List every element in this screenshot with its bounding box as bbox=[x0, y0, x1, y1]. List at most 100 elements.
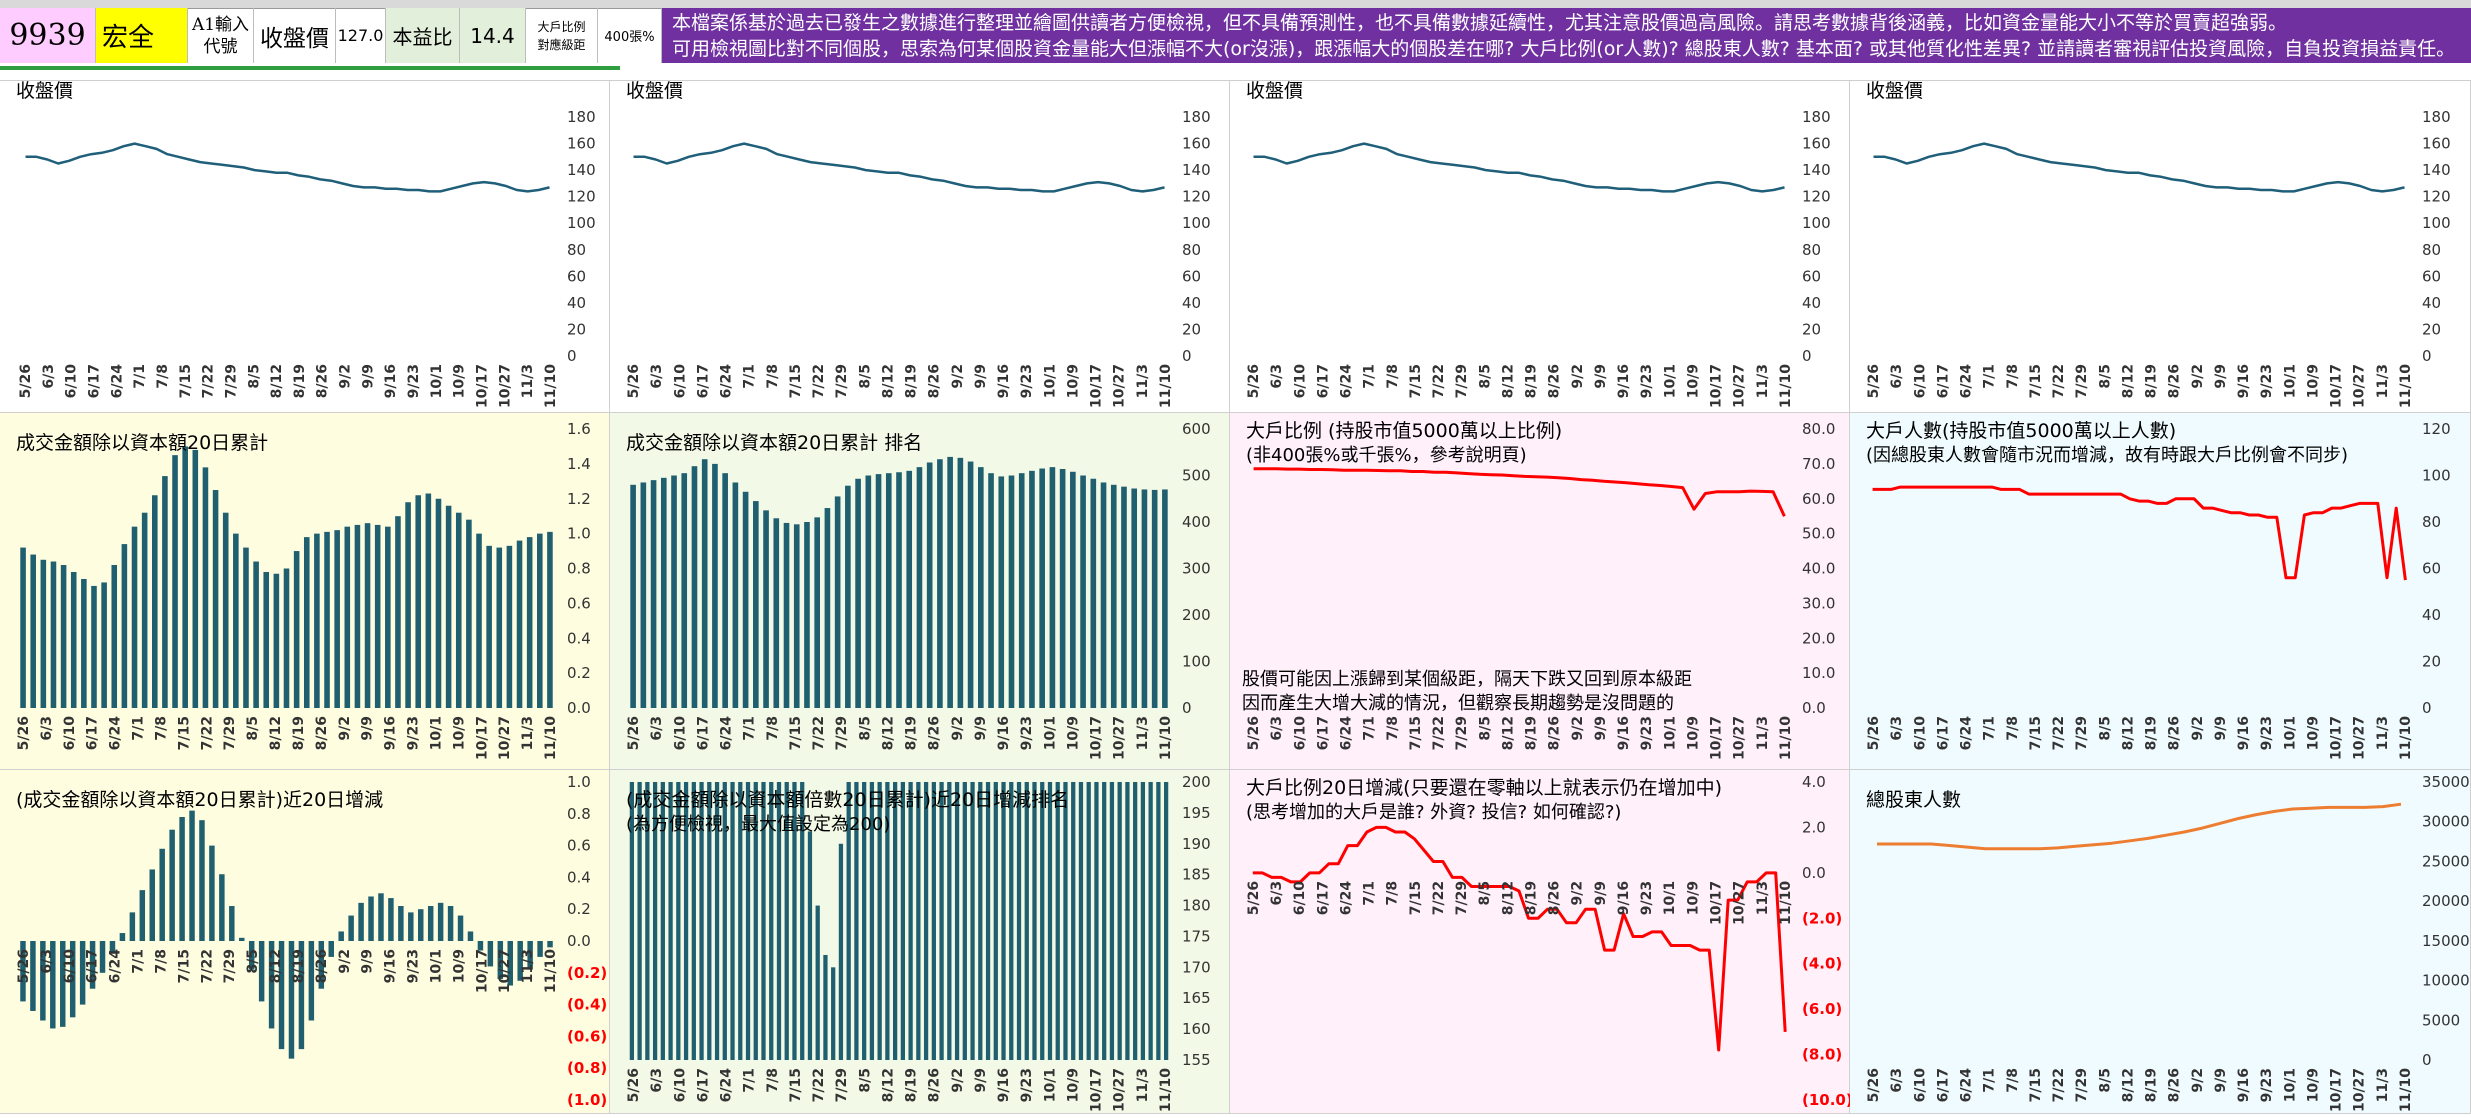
y-tick-label: 80.0 bbox=[1802, 420, 1835, 438]
bar bbox=[182, 446, 188, 708]
y-tick-label: 30000 bbox=[2422, 813, 2470, 831]
x-tick-label: 5/26 bbox=[626, 1068, 642, 1102]
bar bbox=[676, 782, 681, 1060]
bar bbox=[1039, 468, 1045, 708]
x-tick-label: 7/1 bbox=[132, 364, 148, 389]
y-tick-label: (0.2) bbox=[567, 964, 607, 982]
bar bbox=[722, 782, 727, 1060]
x-tick-label: 11/10 bbox=[1778, 364, 1794, 408]
y-tick-label: (4.0) bbox=[1802, 955, 1842, 973]
chart-subtitle: (因總股東人數會隨市況而增減，故有時跟大戶比例會不同步) bbox=[1866, 445, 2348, 466]
chart-subtitle: (為方便檢視，最大值設定為200) bbox=[626, 814, 890, 835]
bar bbox=[784, 782, 789, 1060]
stock-name-cell: 宏全 bbox=[96, 8, 188, 63]
close-price-label: 收盤價 bbox=[254, 8, 336, 63]
bar bbox=[121, 544, 128, 708]
x-tick-label: 8/5 bbox=[1477, 881, 1493, 906]
bar bbox=[497, 941, 504, 980]
bar bbox=[374, 524, 381, 708]
x-tick-label: 8/5 bbox=[857, 364, 873, 389]
x-tick-label: 10/9 bbox=[1685, 881, 1701, 915]
chart-subtitle: (思考增加的大戶是誰? 外資? 投信? 如何確認?) bbox=[1246, 802, 1621, 823]
bar bbox=[99, 941, 106, 973]
x-tick-label: 9/16 bbox=[2236, 364, 2252, 398]
y-tick-label: 50.0 bbox=[1802, 525, 1835, 543]
x-tick-label: 9/23 bbox=[406, 949, 422, 983]
x-tick-label: 11/10 bbox=[543, 949, 559, 993]
y-tick-label: 100 bbox=[2422, 467, 2451, 485]
bar bbox=[517, 941, 523, 981]
x-tick-label: 9/23 bbox=[2259, 1068, 2275, 1102]
x-tick-label: 10/9 bbox=[1066, 1068, 1082, 1102]
x-tick-label: 10/9 bbox=[2306, 364, 2322, 398]
x-tick-label: 7/15 bbox=[1408, 364, 1424, 398]
y-tick-label: 200 bbox=[1182, 606, 1211, 624]
x-tick-label: 8/12 bbox=[880, 716, 896, 750]
y-tick-label: 20000 bbox=[2422, 892, 2470, 910]
x-tick-label: 8/12 bbox=[268, 949, 284, 983]
input-hint-line-2: 代號 bbox=[203, 36, 238, 57]
x-tick-label: 7/15 bbox=[1408, 716, 1424, 750]
chart-close-price-4: 0 20 40 60 80 100 120 140 160 180 5/26 6/3 6/10 6/17 6… bbox=[1866, 80, 2451, 408]
bar bbox=[1001, 782, 1006, 1060]
y-tick-label: 40 bbox=[567, 294, 586, 312]
bar bbox=[660, 782, 665, 1060]
x-tick-label: 10/27 bbox=[1732, 716, 1748, 760]
bar bbox=[139, 890, 146, 941]
bar-series bbox=[629, 782, 1169, 1060]
y-tick-label: 160 bbox=[2422, 135, 2451, 153]
x-tick-label: 6/24 bbox=[719, 1068, 735, 1103]
x-tick-label: 10/1 bbox=[2282, 364, 2298, 398]
y-tick-label: 0.8 bbox=[567, 805, 591, 823]
x-tick-label: 6/17 bbox=[695, 716, 711, 750]
x-tick-label: 8/26 bbox=[1547, 716, 1563, 750]
bar-series bbox=[20, 810, 553, 1059]
bar bbox=[814, 517, 821, 708]
x-tick-label: 7/29 bbox=[2074, 1068, 2090, 1102]
x-tick-label: 6/17 bbox=[1315, 364, 1331, 398]
bar-series bbox=[630, 456, 1168, 708]
y-tick-label: 180 bbox=[1182, 108, 1211, 126]
bar bbox=[753, 782, 758, 1060]
bar bbox=[707, 782, 712, 1060]
x-tick-label: 7/22 bbox=[811, 716, 827, 750]
bar bbox=[1151, 489, 1158, 708]
panel-close-price-1: 0 20 40 60 80 100 120 140 160 180 5/26 6/3 6/10 6/17 6… bbox=[0, 80, 610, 413]
holder-ratio-level-label: 大戶比例 對應級距 bbox=[526, 8, 598, 63]
bar bbox=[516, 540, 523, 708]
x-tick-label: 9/23 bbox=[1639, 716, 1655, 750]
x-tick-label: 8/5 bbox=[2097, 716, 2113, 741]
y-tick-label: 0.0 bbox=[567, 932, 591, 950]
y-tick-label: 0.0 bbox=[1802, 699, 1826, 717]
x-tick-label: 6/17 bbox=[85, 716, 101, 750]
panel-close-price-4: 0 20 40 60 80 100 120 140 160 180 5/26 6/3 6/10 6/17 6… bbox=[1850, 80, 2471, 413]
y-tick-label: 120 bbox=[567, 188, 596, 206]
x-tick-label: 8/19 bbox=[292, 364, 308, 398]
x-tick-label: 8/19 bbox=[1524, 364, 1540, 398]
x-tick-label: 8/19 bbox=[1524, 716, 1540, 750]
y-tick-label: 165 bbox=[1182, 989, 1211, 1007]
chart-title: 收盤價 bbox=[1866, 81, 1923, 102]
bar bbox=[219, 874, 225, 941]
y-tick-label: 20 bbox=[2422, 653, 2441, 671]
bar bbox=[742, 491, 749, 708]
x-tick-label: 7/8 bbox=[2005, 716, 2021, 741]
x-tick-label: 7/1 bbox=[1362, 364, 1378, 389]
x-tick-label: 6/10 bbox=[1292, 881, 1308, 916]
x-tick-label: 7/1 bbox=[131, 949, 147, 974]
x-tick-label: 8/26 bbox=[314, 949, 330, 983]
x-tick-label: 8/12 bbox=[2120, 716, 2136, 750]
bar bbox=[1140, 782, 1146, 1060]
chart-holder-count: 0 20 40 60 80 100 120 5/26 6/3 6/10 6/17 6/24 7/1 7/8… bbox=[1866, 420, 2451, 760]
x-tick-label: 10/17 bbox=[474, 716, 490, 760]
bar bbox=[101, 582, 107, 708]
x-tick-label: 9/23 bbox=[2259, 716, 2275, 750]
chart-title: (成交金額除以資本額倍數20日累計)近20日增減排名 bbox=[626, 789, 1069, 811]
bar bbox=[947, 456, 953, 708]
chart-title: 大戶比例 (持股市值5000萬以上比例) bbox=[1246, 420, 1562, 442]
bar bbox=[1016, 782, 1022, 1060]
bar bbox=[507, 941, 513, 986]
x-tick-label: 7/8 bbox=[1385, 364, 1401, 389]
x-tick-label: 7/29 bbox=[1454, 364, 1470, 398]
stock-code-cell[interactable]: 9939 bbox=[0, 8, 96, 63]
